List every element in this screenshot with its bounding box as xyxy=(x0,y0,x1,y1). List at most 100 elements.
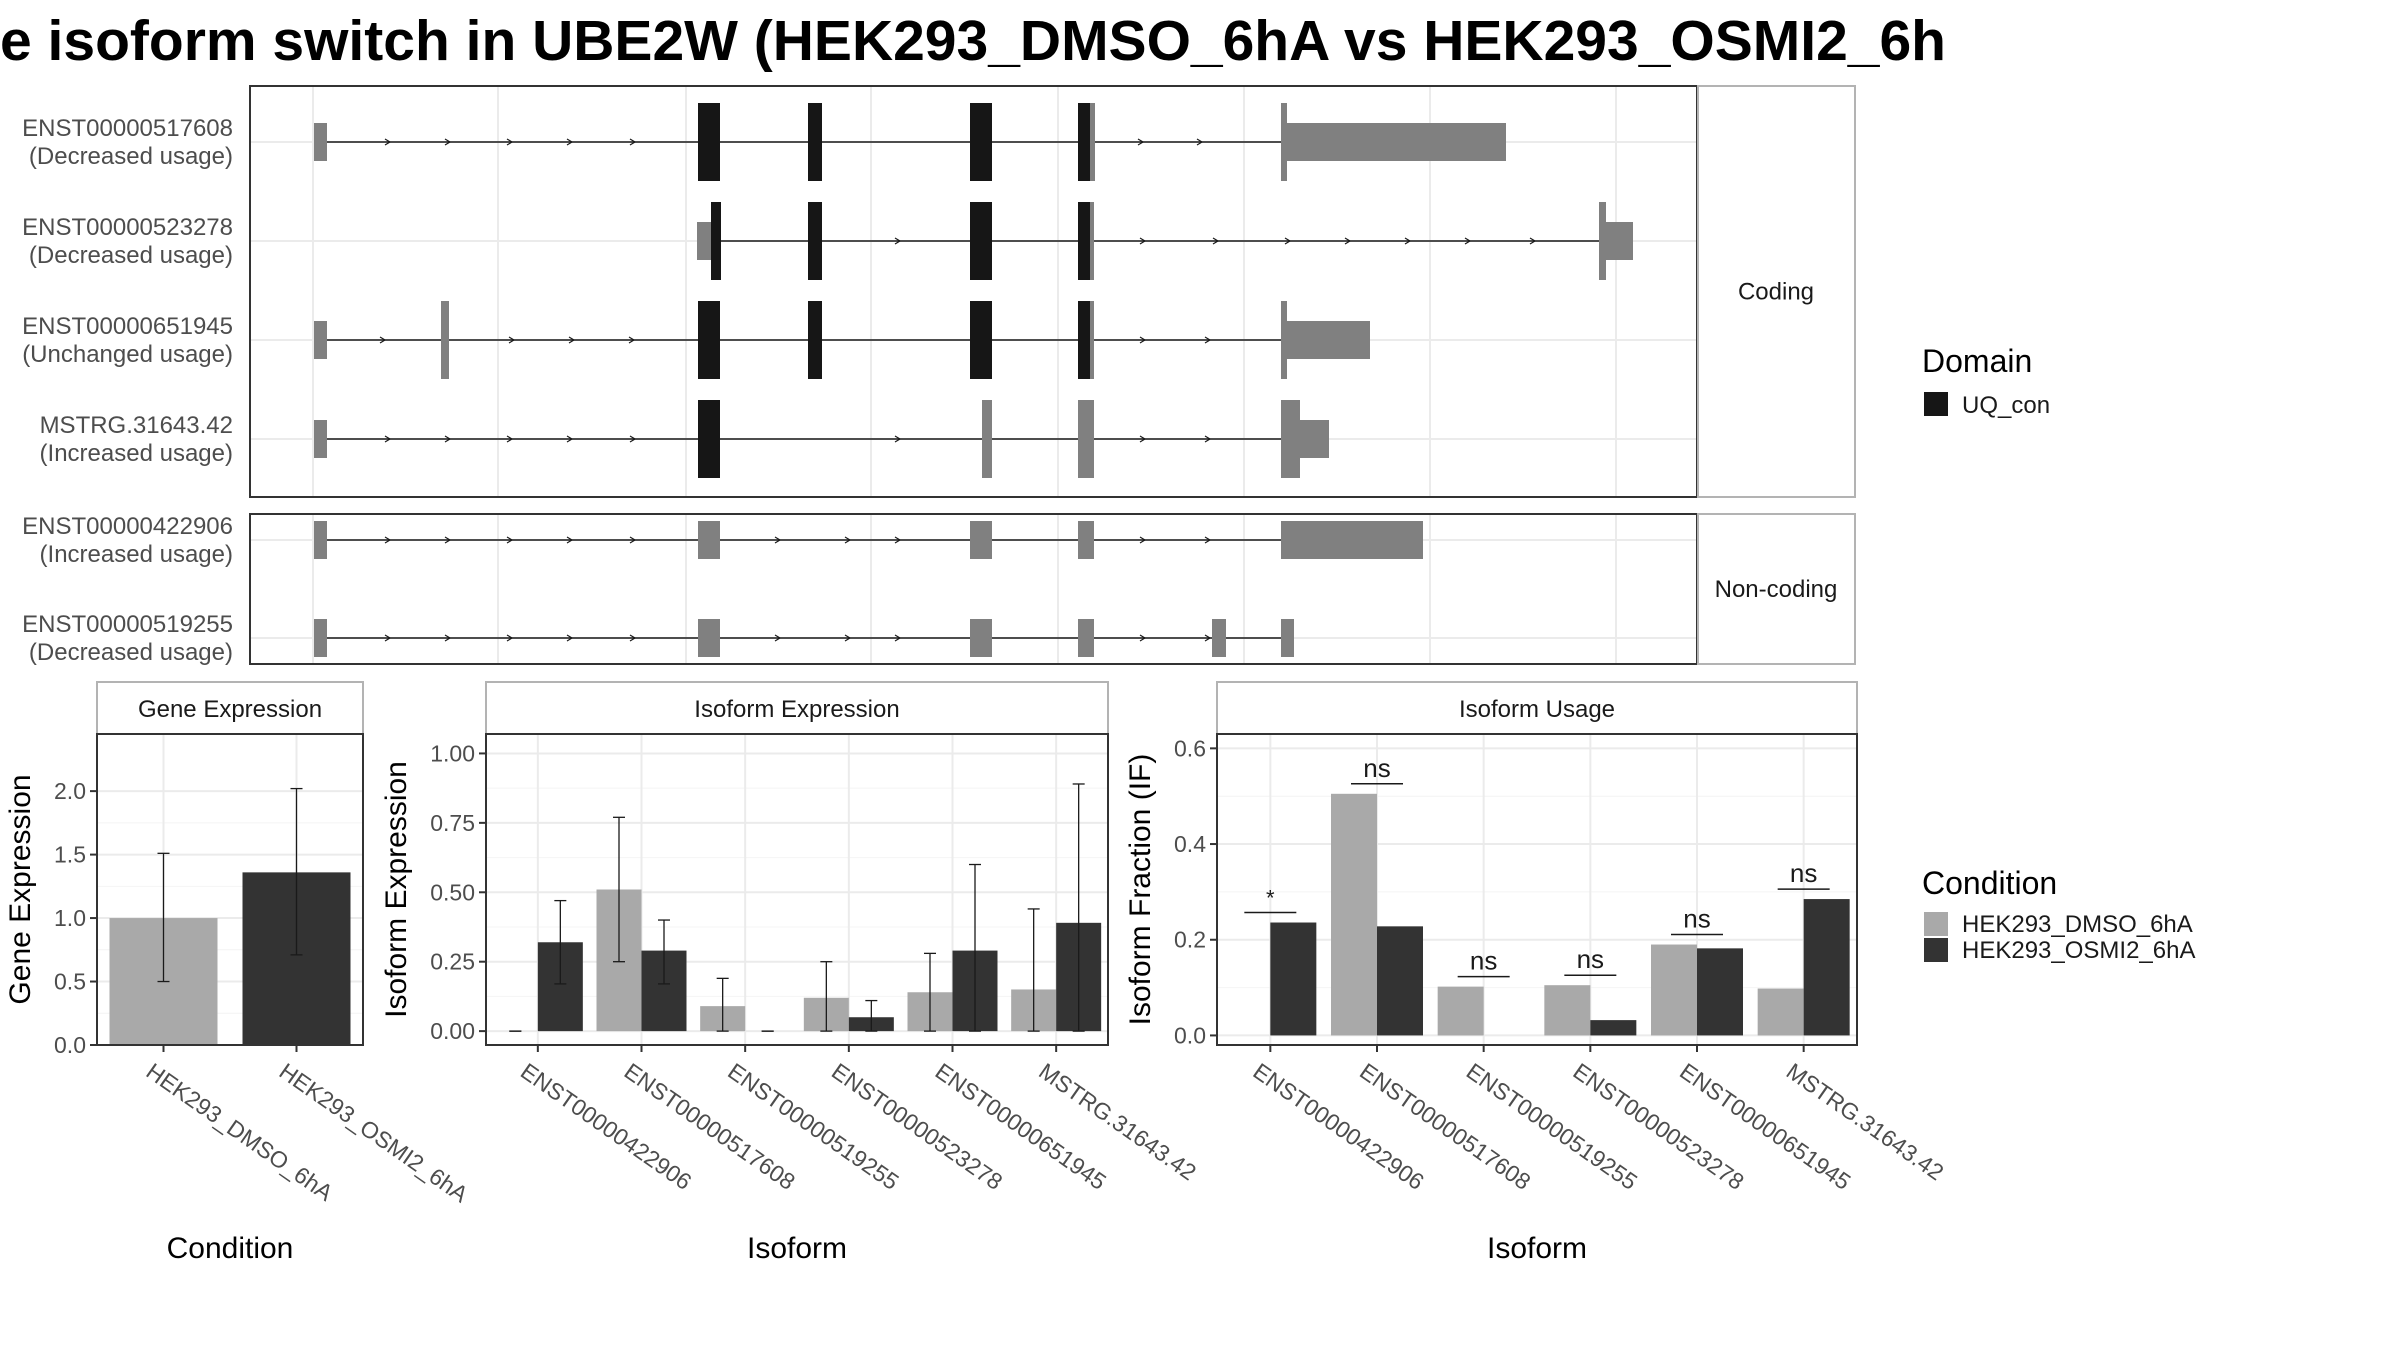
bar-osmi2 xyxy=(1590,1020,1637,1036)
facet-strip-noncoding xyxy=(1697,513,1856,665)
strand-arrow xyxy=(1204,536,1212,544)
domain-legend-title: Domain xyxy=(1922,343,2032,379)
strand-arrow xyxy=(444,536,452,544)
strand-arrow xyxy=(566,634,574,642)
domain-block xyxy=(970,301,992,379)
strand-arrow xyxy=(506,634,514,642)
condition-legend-key-dmso xyxy=(1924,912,1948,936)
exon-block xyxy=(1599,202,1606,280)
exon-block xyxy=(314,420,327,458)
exon-block xyxy=(314,321,327,359)
condition-legend-label: HEK293_OSMI2_6hA xyxy=(1962,937,2195,964)
transcript-id-label: ENST00000422906 xyxy=(22,513,233,540)
condition-legend-title: Condition xyxy=(1922,865,2057,901)
x-axis-title: Condition xyxy=(167,1232,294,1265)
domain-block xyxy=(808,301,822,379)
strand-arrow xyxy=(1344,237,1352,245)
plot-panel-bg xyxy=(1217,734,1857,1045)
y-axis-title: Isoform Fraction (IF) xyxy=(1124,754,1157,1026)
strand-arrow xyxy=(1139,435,1147,443)
strand-arrow xyxy=(566,138,574,146)
x-tick-label: ENST00000651945 xyxy=(1675,1058,1855,1195)
y-tick-label: 0.00 xyxy=(430,1018,475,1044)
exon-block xyxy=(1090,301,1094,379)
y-tick-label: 0.0 xyxy=(54,1032,86,1058)
figure-title: e isoform switch in UBE2W (HEK293_DMSO_6… xyxy=(0,9,1946,73)
strand-arrow xyxy=(628,336,636,344)
bar-dmso xyxy=(1331,793,1377,1036)
y-tick-label: 0.25 xyxy=(430,949,475,975)
transcript-usage-label: (Unchanged usage) xyxy=(22,341,233,368)
y-tick-label: 2.0 xyxy=(54,778,86,804)
plot-panel-border xyxy=(485,733,1109,1046)
strand-arrow xyxy=(629,138,637,146)
exon-block xyxy=(1090,202,1094,280)
bar-osmi2 xyxy=(1803,899,1850,1036)
transcript-usage-label: (Increased usage) xyxy=(40,440,233,467)
strand-arrow xyxy=(379,336,387,344)
bar-osmi2 xyxy=(1270,922,1317,1036)
exon-block xyxy=(697,222,711,260)
strand-arrow xyxy=(568,336,576,344)
condition-legend-key-osmi2 xyxy=(1924,938,1948,962)
exon-block xyxy=(1281,103,1287,181)
panel-strip xyxy=(96,681,364,735)
y-axis-title: Isoform Expression xyxy=(380,761,413,1018)
exon-block xyxy=(698,521,720,559)
strand-arrow xyxy=(774,634,782,642)
strand-arrow xyxy=(508,336,516,344)
y-axis-title: Gene Expression xyxy=(4,774,37,1004)
transcript-id-label: ENST00000523278 xyxy=(22,214,233,241)
exon-block xyxy=(982,400,992,478)
significance-label: ns xyxy=(1363,753,1390,783)
facet-strip-label: Non-coding xyxy=(1715,576,1838,603)
x-tick-label: ENST00000519255 xyxy=(1462,1058,1642,1195)
strand-arrow xyxy=(774,536,782,544)
x-tick-label: ENST00000517608 xyxy=(620,1058,800,1195)
exon-block xyxy=(1212,619,1226,657)
strand-arrow xyxy=(1204,435,1212,443)
y-tick-label: 0.0 xyxy=(1174,1022,1206,1048)
domain-block xyxy=(808,103,822,181)
significance-label: * xyxy=(1266,886,1275,911)
strand-arrow xyxy=(629,536,637,544)
strand-arrow xyxy=(1212,237,1220,245)
strand-arrow xyxy=(894,536,902,544)
x-tick-label: ENST00000517608 xyxy=(1355,1058,1535,1195)
domain-block xyxy=(1078,301,1090,379)
strand-arrow xyxy=(894,237,902,245)
bar-dmso xyxy=(1651,944,1697,1036)
x-tick-label: ENST00000519255 xyxy=(723,1058,903,1195)
exon-block xyxy=(1287,321,1370,359)
domain-block xyxy=(1078,103,1090,181)
plot-panel-border xyxy=(1216,733,1858,1046)
plot-panel-border xyxy=(96,733,364,1046)
x-tick-label: ENST00000422906 xyxy=(516,1058,696,1195)
exon-block xyxy=(441,301,449,379)
strand-arrow xyxy=(1464,237,1472,245)
strand-arrow xyxy=(844,536,852,544)
panel-strip-title: Isoform Usage xyxy=(1459,696,1615,723)
domain-block xyxy=(808,202,822,280)
strand-arrow xyxy=(629,435,637,443)
bar-dmso xyxy=(1757,988,1804,1036)
panel-strip xyxy=(1216,681,1858,735)
strand-arrow xyxy=(444,435,452,443)
y-tick-label: 0.4 xyxy=(1174,831,1206,857)
strand-arrow xyxy=(1139,336,1147,344)
strand-arrow xyxy=(1284,237,1292,245)
panel-strip-title: Isoform Expression xyxy=(694,696,899,723)
exon-block xyxy=(314,521,327,559)
x-tick-label: ENST00000422906 xyxy=(1248,1058,1428,1195)
strand-arrow xyxy=(444,138,452,146)
y-tick-label: 0.5 xyxy=(54,969,86,995)
transcript-usage-label: (Decreased usage) xyxy=(29,143,233,170)
strand-arrow xyxy=(566,435,574,443)
exon-block xyxy=(1078,619,1094,657)
domain-block xyxy=(970,202,992,280)
exon-block xyxy=(1090,103,1095,181)
exon-block xyxy=(1078,400,1094,478)
y-tick-label: 1.00 xyxy=(430,740,475,766)
x-tick-label: ENST00000523278 xyxy=(827,1058,1007,1195)
